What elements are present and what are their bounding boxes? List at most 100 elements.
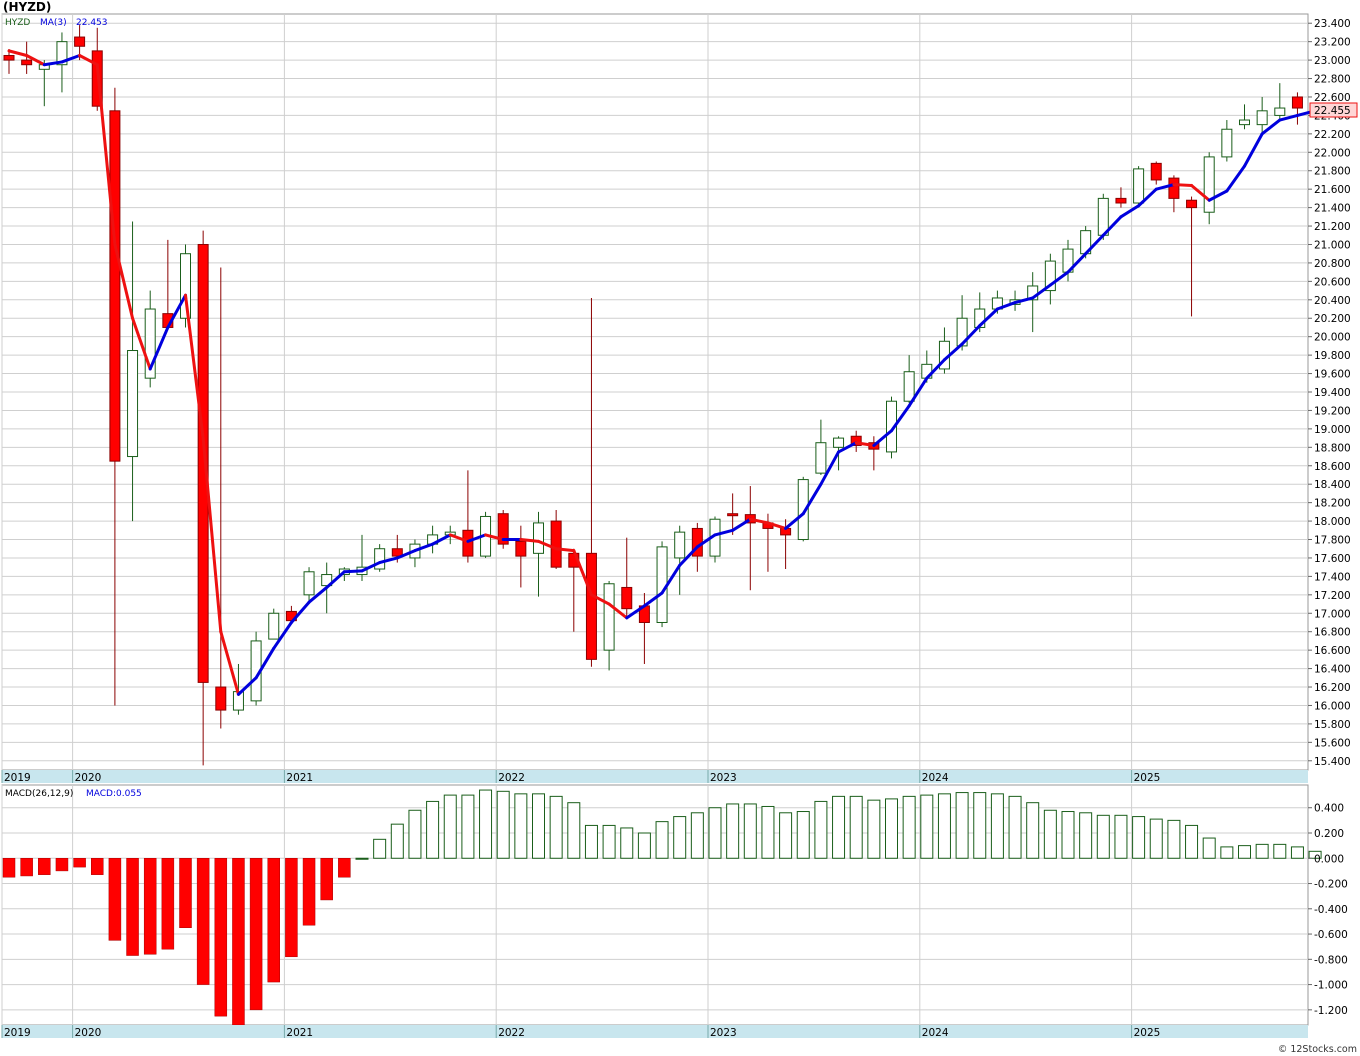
ma3-segment: [942, 342, 964, 362]
macd-year-label: 2025: [1134, 1027, 1161, 1039]
ma3-segment: [484, 533, 505, 542]
macd-bar: [302, 858, 316, 926]
macd-bar: [479, 789, 493, 859]
macd-bar: [1202, 837, 1216, 859]
macd-bar: [1273, 843, 1287, 859]
price-tick-label: 22.600: [1314, 92, 1351, 104]
price-tick-label: 23.400: [1314, 18, 1351, 30]
ma3-segment: [360, 561, 382, 573]
ma3-segment: [254, 646, 276, 680]
ma3-segment: [1190, 183, 1211, 202]
macd-bar: [832, 795, 846, 859]
macd-bar: [867, 799, 881, 859]
macd-bar: [937, 793, 951, 859]
candle-body: [1291, 96, 1303, 109]
macd-tick-label: -0.400: [1314, 904, 1348, 916]
candle: [1115, 187, 1127, 208]
price-tick-label: 22.000: [1314, 147, 1351, 159]
candle: [303, 567, 315, 605]
candle: [250, 631, 262, 706]
candle-body: [21, 59, 33, 66]
candle: [533, 511, 544, 597]
macd-bar: [355, 857, 369, 860]
ma3-segment: [625, 604, 646, 620]
price-year-label: 2021: [286, 772, 313, 784]
price-tick-label: 19.400: [1314, 387, 1351, 399]
macd-bar: [126, 858, 139, 956]
macd-bar: [285, 858, 298, 958]
candle-body: [903, 371, 915, 402]
ma3-segment: [42, 60, 64, 67]
macd-tick-label: 0.200: [1314, 828, 1344, 840]
macd-bar: [196, 858, 210, 985]
macd-bar: [532, 793, 545, 859]
price-tick-label: 18.600: [1314, 461, 1351, 473]
macd-bar: [91, 858, 104, 875]
macd-bar: [232, 858, 245, 1026]
price-tick-label: 19.800: [1314, 350, 1351, 362]
macd-bar: [55, 858, 69, 872]
price-tick-label: 16.800: [1314, 627, 1351, 639]
macd-bar: [1026, 802, 1040, 859]
macd-bar: [673, 816, 687, 859]
ma3-segment: [131, 316, 152, 371]
candle: [903, 355, 915, 404]
ma3-segment: [819, 450, 841, 486]
macd-bar: [20, 858, 33, 877]
candle-body: [603, 583, 615, 651]
ma3-segment: [766, 521, 788, 530]
candle: [144, 290, 156, 388]
macd-bar: [1255, 843, 1269, 859]
macd-year-label: 2021: [286, 1027, 313, 1039]
macd-bar: [761, 805, 775, 859]
price-year-label: 2020: [75, 772, 102, 784]
price-tick-label: 18.800: [1314, 442, 1351, 454]
macd-bar: [885, 798, 898, 859]
ma3-segment: [978, 307, 999, 328]
candle-body: [1274, 107, 1286, 116]
candle-body: [674, 531, 686, 559]
price-tick-label: 16.600: [1314, 645, 1351, 657]
macd-bar: [249, 858, 263, 1011]
macd-bar: [214, 858, 228, 1017]
candle: [1150, 161, 1162, 185]
price-tick-label: 19.000: [1314, 424, 1351, 436]
macd-legend-value: MACD:0.055: [86, 789, 142, 799]
price-tick-label: 17.400: [1314, 571, 1351, 583]
macd-bar: [267, 858, 280, 983]
macd-year-label: 2024: [922, 1027, 949, 1039]
macd-bar: [1308, 850, 1322, 859]
macd-bar: [1096, 814, 1110, 859]
macd-bar: [461, 794, 475, 859]
candle-body: [656, 546, 668, 623]
candle-body: [515, 540, 527, 557]
candle-body: [550, 520, 562, 568]
macd-bar: [796, 811, 810, 859]
macd-tick-label: 0.400: [1314, 803, 1344, 815]
ma3-segment: [784, 512, 805, 530]
candle: [621, 537, 633, 618]
ma3-segment: [342, 569, 364, 574]
macd-tick-label: 0.000: [1314, 853, 1344, 865]
last-price-tag-box: [1309, 102, 1358, 118]
legend-ma-value: 22.453: [76, 18, 108, 28]
candle-body: [797, 479, 809, 541]
candle-body: [1221, 128, 1233, 158]
macd-bar: [108, 858, 122, 941]
macd-bar: [179, 858, 192, 928]
candle-body: [462, 529, 474, 557]
ma3-segment: [925, 358, 946, 380]
candle-body: [391, 548, 403, 557]
macd-bar: [549, 795, 563, 859]
candle: [3, 49, 15, 74]
ma3-segment: [713, 528, 735, 537]
candle: [127, 221, 139, 522]
ma3-segment: [184, 293, 205, 440]
ma3-segment: [1137, 187, 1158, 208]
candle-body: [533, 522, 544, 554]
macd-year-label: 2022: [498, 1027, 525, 1039]
ma3-segment: [1243, 132, 1264, 168]
macd-bar: [902, 795, 916, 859]
ma3-segment: [1013, 296, 1035, 305]
candle: [515, 525, 527, 588]
